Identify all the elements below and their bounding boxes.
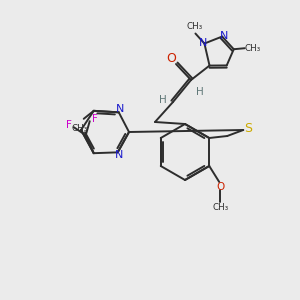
Text: F: F xyxy=(92,114,98,124)
Text: N: N xyxy=(115,150,123,161)
Text: O: O xyxy=(166,52,176,65)
Text: CH₃: CH₃ xyxy=(212,203,228,212)
Text: CH₃: CH₃ xyxy=(186,22,203,31)
Text: N: N xyxy=(199,38,208,47)
Text: N: N xyxy=(220,31,228,40)
Text: H: H xyxy=(159,95,167,105)
Text: F: F xyxy=(66,120,72,130)
Text: O: O xyxy=(216,182,224,192)
Text: N: N xyxy=(116,104,124,114)
Text: CH₃: CH₃ xyxy=(244,44,261,53)
Text: CH₃: CH₃ xyxy=(72,124,88,133)
Text: H: H xyxy=(196,87,204,97)
Text: S: S xyxy=(244,122,252,134)
